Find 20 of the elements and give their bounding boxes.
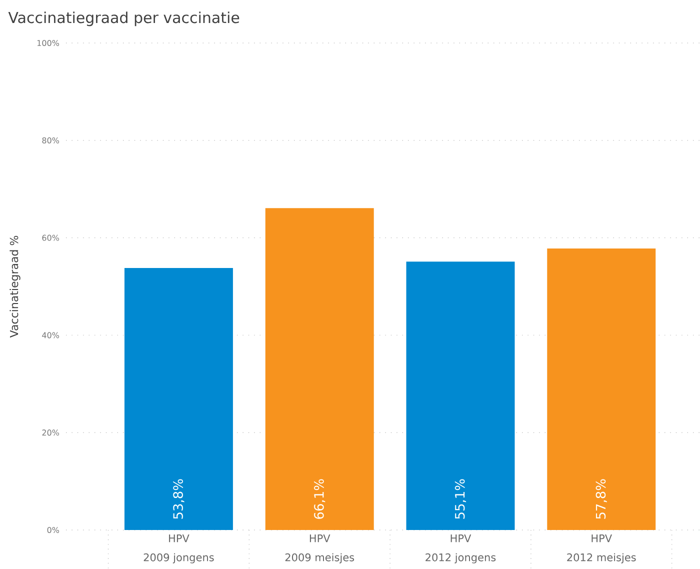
x-tick-label: HPV 2012 meisjes <box>567 534 636 564</box>
x-tick-label: HPV 2012 jongens <box>426 534 496 564</box>
data-label: 53,8% <box>173 479 184 519</box>
y-tick-label: 80% <box>42 137 60 144</box>
bar <box>265 208 374 530</box>
chart-title: Vaccinatiegraad per vaccinatie <box>8 12 240 26</box>
x-tick-label: HPV 2009 jongens <box>144 534 214 564</box>
data-label: 57,8% <box>596 479 607 519</box>
y-tick-label: 40% <box>42 332 60 338</box>
y-tick-label: 20% <box>42 430 60 436</box>
y-tick-label: 100% <box>37 40 60 46</box>
bar <box>547 248 656 530</box>
y-tick-label: 60% <box>42 234 60 241</box>
data-label: 66,1% <box>314 479 326 519</box>
bar <box>406 262 515 530</box>
y-axis-title: Vaccinatiegraad % <box>10 236 20 338</box>
bar <box>124 268 233 530</box>
data-label: 55,1% <box>454 479 466 519</box>
y-tick-label: 0% <box>47 526 60 534</box>
x-tick-label: HPV 2009 meisjes <box>285 534 354 564</box>
